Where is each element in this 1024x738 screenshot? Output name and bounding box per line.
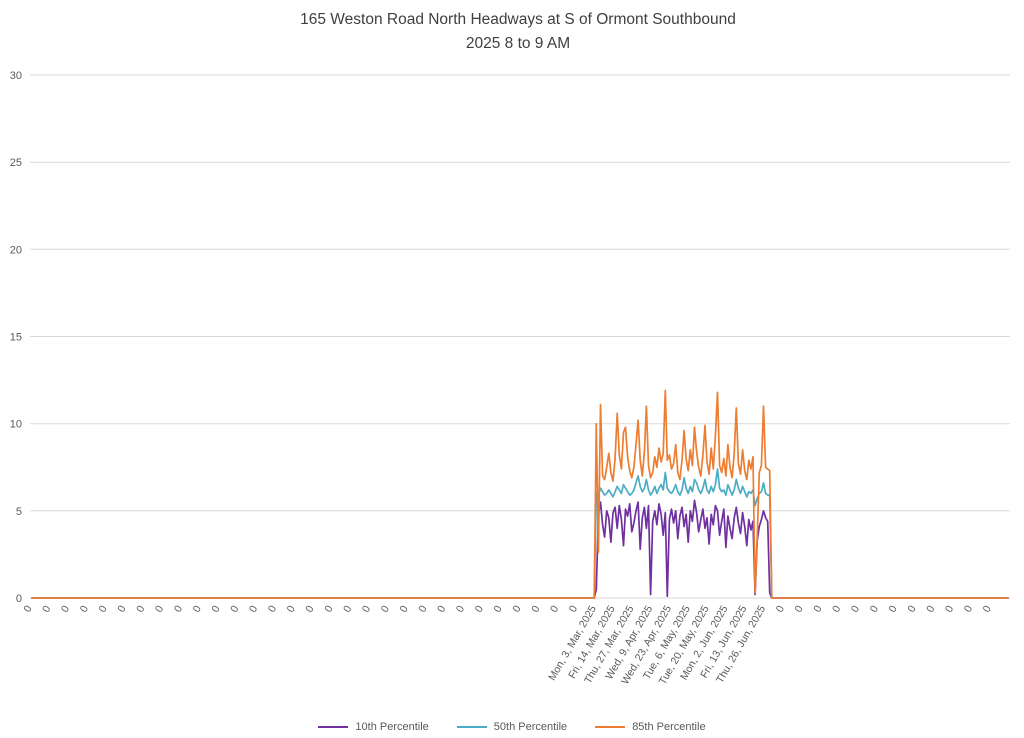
x-tick-label: 0 — [454, 603, 467, 614]
x-tick-label: 0 — [78, 603, 91, 614]
x-tick-label: 0 — [322, 603, 335, 614]
x-tick-label: 0 — [59, 603, 72, 614]
y-axis-labels: 0 5 10 15 20 25 30 — [10, 70, 22, 605]
x-tick-label: 0 — [792, 603, 805, 614]
x-tick-label: 0 — [849, 603, 862, 614]
x-tick-label: 0 — [830, 603, 843, 614]
series-lines — [31, 389, 1009, 599]
y-tick-label: 0 — [16, 593, 22, 605]
x-tick-label: 0 — [209, 603, 222, 614]
x-tick-label: 0 — [228, 603, 241, 614]
series-line-50th-percentile — [31, 468, 1009, 599]
x-tick-label: 0 — [397, 603, 410, 614]
series-line-10th-percentile — [31, 499, 1009, 599]
chart-subtitle: 2025 8 to 9 AM — [466, 35, 570, 52]
x-tick-label: 0 — [360, 603, 373, 614]
x-tick-label: 0 — [435, 603, 448, 614]
legend: 10th Percentile 50th Percentile 85th Perce… — [0, 721, 1024, 733]
x-tick-label: 0 — [21, 603, 34, 614]
x-tick-label: 0 — [567, 603, 580, 614]
line-chart: 165 Weston Road North Headways at S of O… — [10, 11, 1010, 687]
y-tick-label: 15 — [10, 332, 22, 344]
legend-label: 50th Percentile — [493, 721, 568, 733]
x-tick-label: 0 — [303, 603, 316, 614]
x-tick-label: 0 — [473, 603, 486, 614]
x-tick-label: 0 — [285, 603, 298, 614]
x-tick-label: 0 — [247, 603, 260, 614]
legend-line-swatch — [595, 726, 626, 728]
x-tick-label: 0 — [191, 603, 204, 614]
legend-label: 10th Percentile — [355, 721, 429, 733]
y-tick-label: 25 — [10, 157, 22, 169]
legend-line-swatch — [318, 726, 349, 728]
x-tick-label: 0 — [510, 603, 523, 614]
x-tick-label: 0 — [379, 603, 392, 614]
x-tick-label: 0 — [341, 603, 354, 614]
x-tick-label: 0 — [491, 603, 504, 614]
x-tick-label: 0 — [962, 603, 975, 614]
legend-item-50th-percentile: 50th Percentile — [456, 721, 568, 733]
x-tick-label: 0 — [115, 603, 128, 614]
x-tick-label: 0 — [774, 603, 787, 614]
x-tick-label: 0 — [172, 603, 185, 614]
legend-item-85th-percentile: 85th Percentile — [595, 721, 706, 733]
x-tick-label: 0 — [548, 603, 561, 614]
x-tick-label: 0 — [868, 603, 881, 614]
x-tick-label: 0 — [40, 603, 53, 614]
x-tick-label: 0 — [905, 603, 918, 614]
x-tick-label: 0 — [529, 603, 542, 614]
y-tick-label: 5 — [16, 506, 22, 518]
y-tick-label: 20 — [10, 244, 22, 256]
y-tick-label: 30 — [10, 70, 22, 82]
x-tick-label: 0 — [266, 603, 279, 614]
y-tick-label: 10 — [10, 419, 22, 431]
x-tick-label: 0 — [943, 603, 956, 614]
x-tick-label: 0 — [153, 603, 166, 614]
x-tick-label: 0 — [811, 603, 824, 614]
gridlines — [30, 74, 1010, 599]
legend-item-10th-percentile: 10th Percentile — [318, 721, 429, 733]
legend-line-swatch — [456, 726, 487, 728]
x-tick-label: 0 — [96, 603, 109, 614]
legend-label: 85th Percentile — [632, 721, 706, 733]
x-tick-label: 0 — [981, 603, 994, 614]
x-tick-label: 0 — [134, 603, 147, 614]
chart-title: 165 Weston Road North Headways at S of O… — [300, 11, 736, 28]
x-tick-label: 0 — [886, 603, 899, 614]
x-tick-label: 0 — [924, 603, 937, 614]
series-line-85th-percentile — [31, 389, 1009, 599]
x-tick-label: 0 — [416, 603, 429, 614]
